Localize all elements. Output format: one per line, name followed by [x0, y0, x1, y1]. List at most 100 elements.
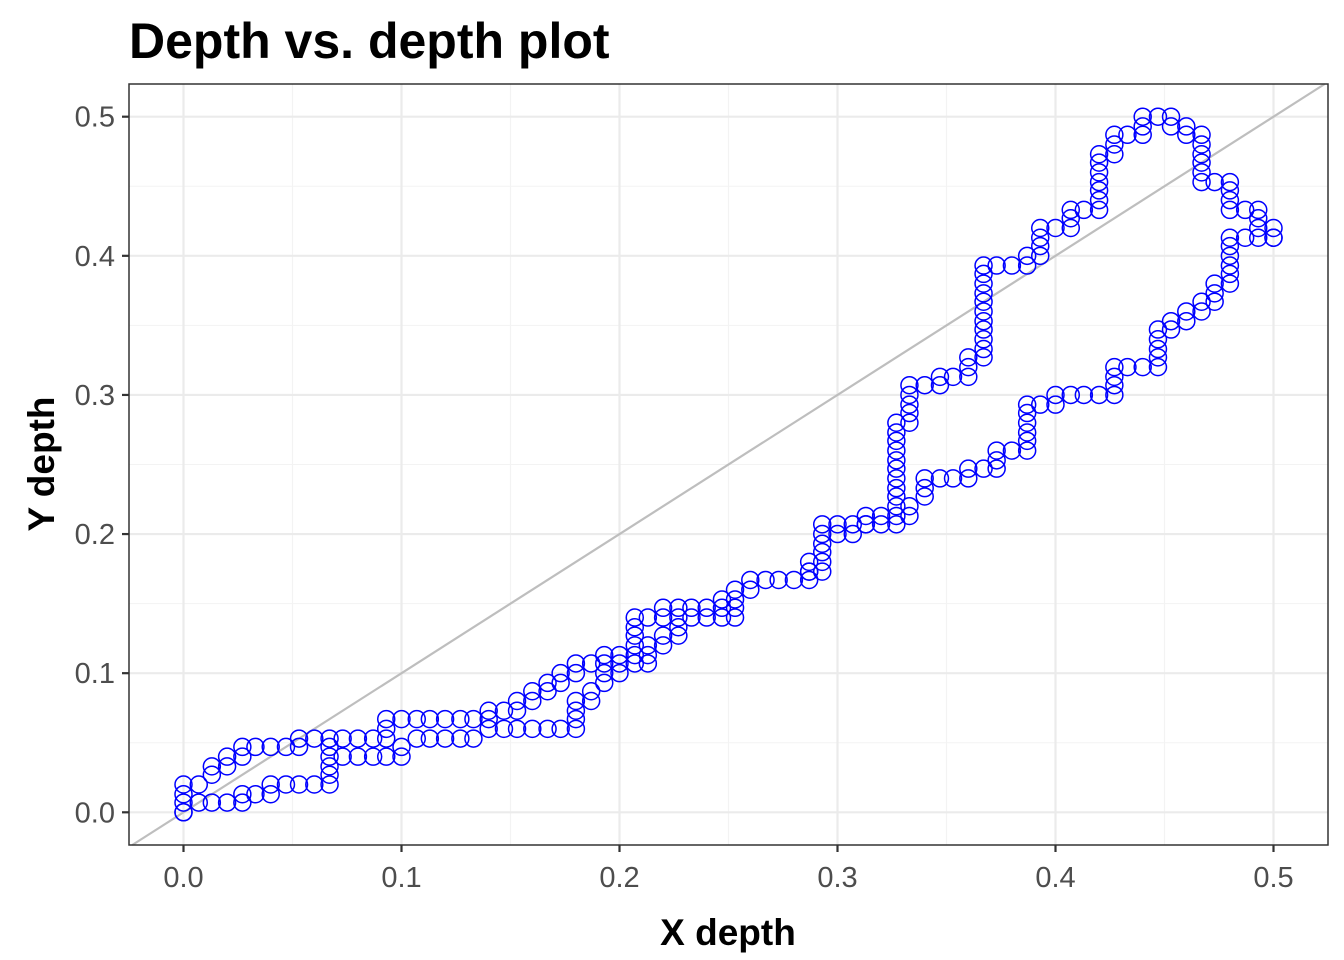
data-point-lower [217, 793, 237, 812]
data-point-lower [943, 469, 963, 488]
data-point-lower [1133, 357, 1152, 377]
data-point-lower [930, 469, 950, 488]
data-point-upper [1030, 228, 1050, 247]
data-point-upper [725, 590, 745, 609]
data-point-lower [1161, 311, 1181, 331]
chart-title: Depth vs. depth plot [129, 13, 610, 69]
x-tick-label: 0.1 [381, 862, 421, 894]
data-point-upper [843, 515, 863, 534]
data-point-upper [682, 598, 701, 618]
data-point-upper [276, 737, 296, 757]
data-point-lower [1017, 423, 1037, 442]
data-point-upper [1089, 172, 1109, 192]
data-point-lower [638, 645, 658, 665]
data-point-lower [392, 747, 411, 766]
data-point-lower [392, 737, 411, 757]
data-point-upper [189, 775, 209, 794]
data-point-lower [625, 654, 645, 673]
data-point-upper [669, 598, 688, 618]
data-point-upper [812, 542, 832, 562]
data-point-lower [1148, 348, 1168, 367]
y-tick-label: 0.0 [75, 797, 115, 829]
data-point-upper [507, 701, 527, 720]
data-point-upper [551, 663, 570, 683]
data-point-upper [1161, 107, 1181, 126]
data-point-upper [392, 709, 411, 729]
data-point-upper [217, 747, 237, 766]
data-point-upper [1105, 125, 1124, 145]
panel-border [128, 83, 1329, 846]
data-points [174, 107, 1283, 822]
data-point-upper [943, 367, 963, 387]
data-point-upper [1017, 246, 1037, 266]
data-point-lower [987, 459, 1006, 478]
data-point-upper [494, 701, 514, 720]
reference-line-layer [131, 83, 1326, 846]
data-point-upper [233, 747, 252, 766]
data-point-upper [974, 330, 993, 349]
y-tick-label: 0.3 [75, 380, 115, 412]
data-point-upper [887, 469, 906, 488]
data-point-upper [1030, 236, 1050, 256]
data-point-upper [1161, 117, 1181, 136]
data-point-lower [1017, 441, 1037, 460]
data-point-lower [451, 729, 470, 748]
data-point-upper [1220, 200, 1240, 220]
data-point-lower [1192, 292, 1211, 311]
data-point-upper [1089, 163, 1109, 182]
data-point-upper [871, 506, 891, 526]
data-point-lower [174, 803, 193, 822]
data-point-upper [566, 663, 586, 683]
data-point-lower [1192, 302, 1211, 321]
data-point-upper [856, 506, 876, 526]
data-point-lower [959, 469, 978, 488]
data-point-lower [653, 626, 673, 645]
data-point-lower [610, 654, 629, 673]
data-point-lower [725, 608, 745, 627]
x-tick-label: 0.2 [599, 862, 639, 894]
data-point-upper [363, 729, 383, 748]
data-point-lower [566, 709, 586, 729]
data-point-upper [784, 570, 804, 590]
data-point-upper [202, 765, 222, 784]
data-point-lower [566, 691, 586, 711]
data-point-upper [900, 385, 919, 405]
data-point-upper [1030, 218, 1050, 238]
data-point-upper [1177, 125, 1196, 145]
data-point-lower [464, 729, 483, 748]
data-point-upper [610, 645, 629, 665]
data-point-lower [1002, 441, 1022, 460]
data-point-lower [1220, 246, 1240, 266]
data-point-lower [320, 775, 339, 794]
data-point-upper [1118, 125, 1137, 145]
data-point-lower [261, 775, 280, 794]
data-point-lower [669, 626, 688, 645]
data-point-upper [233, 737, 252, 757]
data-point-lower [887, 515, 906, 534]
data-point-lower [856, 515, 876, 534]
data-point-lower [376, 747, 396, 766]
data-point-upper [1205, 172, 1224, 192]
data-point-lower [320, 747, 339, 766]
data-point-upper [420, 709, 440, 729]
data-point-lower [843, 524, 863, 544]
data-point-lower [1046, 385, 1065, 405]
data-point-upper [741, 580, 760, 599]
data-point-lower [435, 729, 455, 748]
data-point-upper [566, 654, 586, 673]
data-point-lower [1220, 236, 1240, 256]
data-point-upper [1105, 135, 1124, 154]
data-point-upper [1105, 145, 1124, 164]
data-point-upper [828, 515, 847, 534]
data-point-upper [812, 524, 832, 544]
data-point-upper [376, 729, 396, 748]
data-point-upper [959, 367, 978, 387]
data-point-lower [987, 451, 1006, 470]
data-point-upper [1030, 246, 1050, 266]
y-tick-label: 0.4 [75, 241, 115, 273]
data-point-upper [523, 682, 542, 701]
data-point-upper [812, 534, 832, 554]
data-point-upper [1192, 125, 1211, 145]
y-axis-title: Y depth [21, 397, 62, 532]
data-point-upper [174, 784, 193, 804]
